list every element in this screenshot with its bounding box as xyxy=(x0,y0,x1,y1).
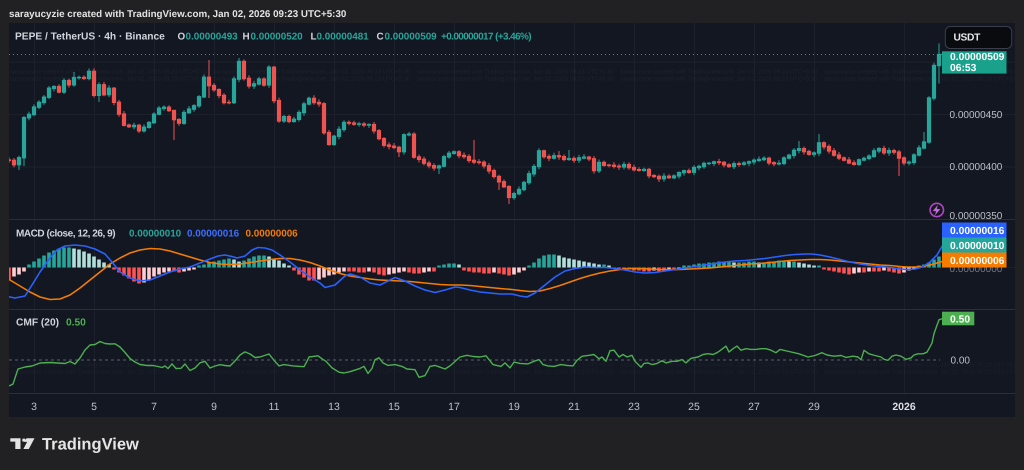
svg-text:2026: 2026 xyxy=(892,401,916,413)
svg-text:21: 21 xyxy=(568,401,580,413)
svg-text:0.00: 0.00 xyxy=(951,356,971,367)
svg-text:0.00000010: 0.00000010 xyxy=(129,229,182,240)
svg-text:sarayucyzie created with Tradi: sarayucyzie created with TradingView.com… xyxy=(9,9,347,20)
svg-text:USDT: USDT xyxy=(954,32,982,43)
svg-text:sarayucyzie created with Tradi: sarayucyzie created with TradingView.com… xyxy=(10,76,1022,83)
svg-text:0.00000006: 0.00000006 xyxy=(246,229,299,240)
svg-text:sarayucyzie created with Tradi: sarayucyzie created with TradingView.com… xyxy=(10,369,1022,376)
svg-text:23: 23 xyxy=(628,401,640,413)
svg-text:0.00000006: 0.00000006 xyxy=(950,256,1005,267)
svg-text:25: 25 xyxy=(688,401,700,413)
svg-text:0.00000509: 0.00000509 xyxy=(950,52,1005,63)
svg-text:MACD (close, 12, 26, 9): MACD (close, 12, 26, 9) xyxy=(16,229,115,240)
svg-text:0.50: 0.50 xyxy=(66,318,86,329)
svg-text:O: O xyxy=(178,32,186,43)
svg-text:0.00000450: 0.00000450 xyxy=(950,110,1003,121)
svg-text:9: 9 xyxy=(211,401,217,413)
svg-text:7: 7 xyxy=(151,401,157,413)
svg-text:29: 29 xyxy=(808,401,820,413)
svg-text:15: 15 xyxy=(388,401,400,413)
svg-text:3: 3 xyxy=(31,401,37,413)
svg-text:PEPE / TetherUS · 4h · Binance: PEPE / TetherUS · 4h · Binance xyxy=(15,32,165,43)
svg-text:+0.00000017 (+3.46%): +0.00000017 (+3.46%) xyxy=(441,32,531,43)
svg-text:0.00000016: 0.00000016 xyxy=(187,229,240,240)
svg-text:TradingView: TradingView xyxy=(42,436,139,454)
svg-text:0.00000016: 0.00000016 xyxy=(950,226,1005,237)
svg-text:0.00000010: 0.00000010 xyxy=(950,241,1005,252)
svg-text:19: 19 xyxy=(508,401,520,413)
svg-text:0.00000481: 0.00000481 xyxy=(317,32,370,43)
svg-text:11: 11 xyxy=(269,401,280,413)
svg-text:17: 17 xyxy=(448,401,460,413)
svg-text:06:53: 06:53 xyxy=(950,63,977,74)
svg-text:0.50: 0.50 xyxy=(950,315,970,326)
svg-text:H: H xyxy=(243,32,250,43)
svg-text:13: 13 xyxy=(328,401,340,413)
svg-text:sarayucyzie created with Tradi: sarayucyzie created with TradingView.com… xyxy=(10,69,1022,76)
svg-text:0.00000493: 0.00000493 xyxy=(186,32,239,43)
svg-text:0.00000509: 0.00000509 xyxy=(385,32,438,43)
svg-text:C: C xyxy=(377,32,384,43)
svg-text:L: L xyxy=(311,32,317,43)
svg-text:0.00000400: 0.00000400 xyxy=(950,162,1003,173)
svg-text:CMF (20): CMF (20) xyxy=(16,318,59,329)
svg-text:0.00000000: 0.00000000 xyxy=(950,264,1003,275)
svg-text:0.00000350: 0.00000350 xyxy=(950,211,1003,222)
svg-text:0.00000520: 0.00000520 xyxy=(251,32,304,43)
svg-text:5: 5 xyxy=(91,401,97,413)
svg-text:27: 27 xyxy=(748,401,760,413)
